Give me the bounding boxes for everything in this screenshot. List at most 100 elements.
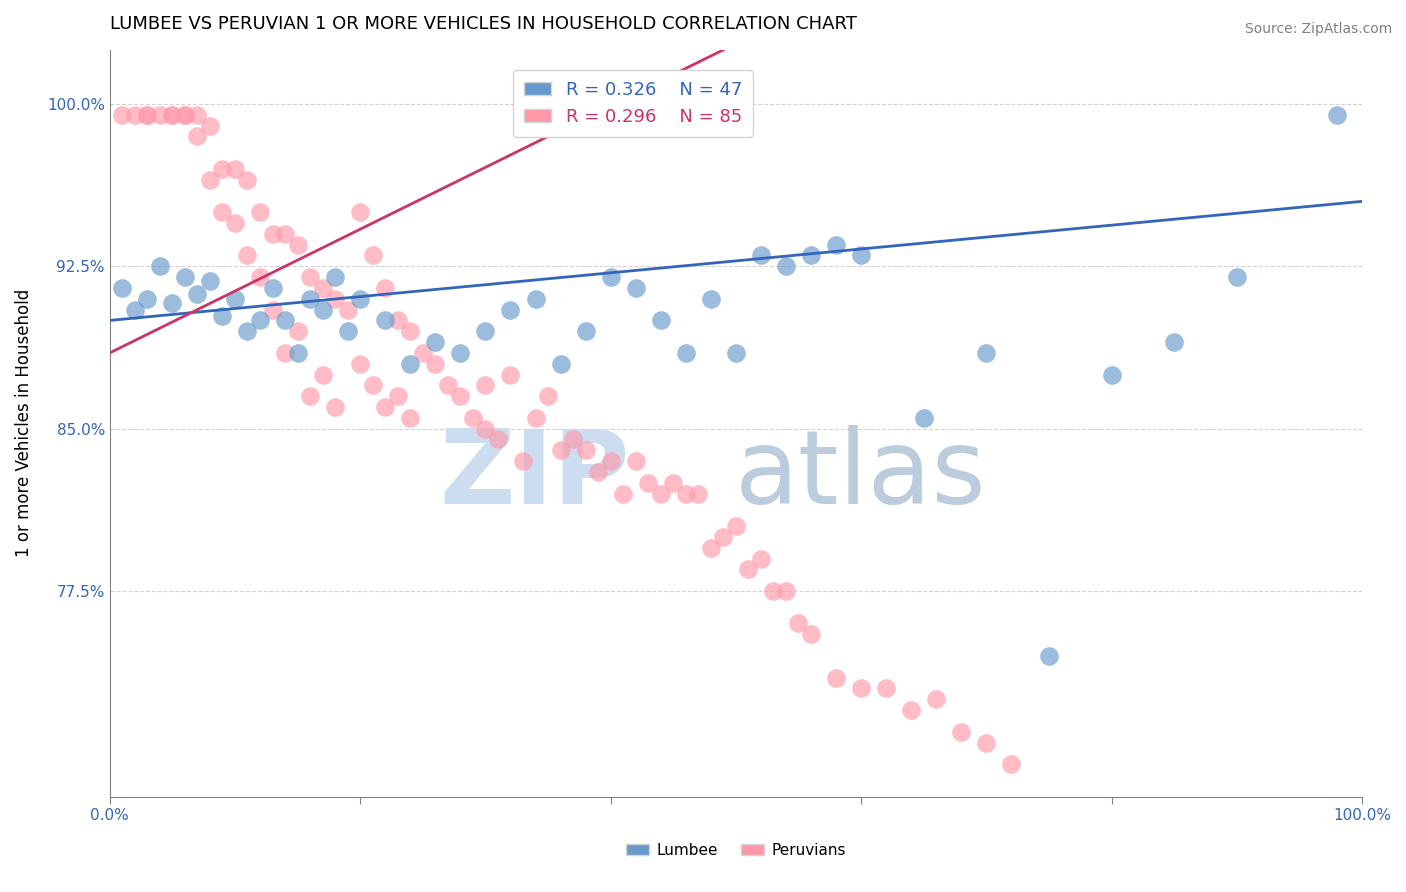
Point bbox=[149, 260, 172, 274]
Point bbox=[361, 248, 384, 262]
Point bbox=[550, 357, 572, 371]
Point bbox=[173, 108, 195, 122]
Point bbox=[599, 454, 621, 468]
Point bbox=[211, 309, 233, 323]
Point bbox=[612, 486, 634, 500]
Point bbox=[274, 227, 297, 241]
Point bbox=[486, 433, 509, 447]
Point bbox=[550, 443, 572, 458]
Point bbox=[361, 378, 384, 392]
Point bbox=[299, 270, 322, 285]
Text: LUMBEE VS PERUVIAN 1 OR MORE VEHICLES IN HOUSEHOLD CORRELATION CHART: LUMBEE VS PERUVIAN 1 OR MORE VEHICLES IN… bbox=[110, 15, 856, 33]
Point bbox=[524, 410, 547, 425]
Point bbox=[224, 292, 246, 306]
Point bbox=[825, 237, 848, 252]
Point bbox=[562, 433, 585, 447]
Point bbox=[575, 324, 598, 338]
Point bbox=[323, 400, 346, 414]
Point bbox=[173, 108, 195, 122]
Point bbox=[249, 205, 271, 219]
Point bbox=[675, 346, 697, 360]
Point bbox=[186, 129, 208, 144]
Point bbox=[224, 161, 246, 176]
Point bbox=[173, 270, 195, 285]
Point bbox=[311, 302, 333, 317]
Point bbox=[499, 302, 522, 317]
Point bbox=[262, 302, 284, 317]
Point bbox=[211, 205, 233, 219]
Point bbox=[737, 562, 759, 576]
Point bbox=[149, 108, 172, 122]
Point bbox=[749, 248, 772, 262]
Point bbox=[186, 287, 208, 301]
Point bbox=[198, 275, 221, 289]
Point bbox=[575, 443, 598, 458]
Point bbox=[374, 281, 396, 295]
Point bbox=[474, 378, 496, 392]
Point bbox=[412, 346, 434, 360]
Point bbox=[287, 324, 309, 338]
Point bbox=[198, 172, 221, 186]
Text: Source: ZipAtlas.com: Source: ZipAtlas.com bbox=[1244, 22, 1392, 37]
Point bbox=[849, 248, 872, 262]
Point bbox=[399, 324, 422, 338]
Point bbox=[136, 108, 159, 122]
Point bbox=[336, 324, 359, 338]
Point bbox=[311, 368, 333, 382]
Point bbox=[136, 108, 159, 122]
Point bbox=[399, 357, 422, 371]
Point bbox=[323, 270, 346, 285]
Point bbox=[336, 302, 359, 317]
Point bbox=[1000, 757, 1022, 772]
Legend: R = 0.326    N = 47, R = 0.296    N = 85: R = 0.326 N = 47, R = 0.296 N = 85 bbox=[513, 70, 752, 136]
Point bbox=[349, 357, 371, 371]
Point bbox=[524, 292, 547, 306]
Point bbox=[299, 389, 322, 403]
Point bbox=[512, 454, 534, 468]
Point bbox=[1326, 108, 1348, 122]
Point bbox=[437, 378, 460, 392]
Point bbox=[461, 410, 484, 425]
Point bbox=[262, 227, 284, 241]
Point bbox=[287, 346, 309, 360]
Point bbox=[299, 292, 322, 306]
Point bbox=[900, 703, 922, 717]
Point bbox=[374, 400, 396, 414]
Point bbox=[624, 454, 647, 468]
Point bbox=[624, 281, 647, 295]
Point bbox=[374, 313, 396, 327]
Point bbox=[474, 324, 496, 338]
Point bbox=[800, 627, 823, 641]
Point bbox=[662, 475, 685, 490]
Text: atlas: atlas bbox=[735, 425, 987, 526]
Point bbox=[236, 248, 259, 262]
Point bbox=[875, 681, 897, 696]
Point bbox=[724, 346, 747, 360]
Point bbox=[111, 108, 134, 122]
Point bbox=[976, 735, 998, 749]
Point bbox=[425, 357, 447, 371]
Point bbox=[599, 270, 621, 285]
Point bbox=[849, 681, 872, 696]
Point bbox=[387, 313, 409, 327]
Point bbox=[499, 368, 522, 382]
Point bbox=[787, 616, 810, 631]
Point bbox=[274, 346, 297, 360]
Point bbox=[136, 292, 159, 306]
Point bbox=[449, 389, 471, 403]
Point bbox=[1163, 334, 1185, 349]
Point bbox=[387, 389, 409, 403]
Point bbox=[111, 281, 134, 295]
Point bbox=[800, 248, 823, 262]
Point bbox=[349, 292, 371, 306]
Point bbox=[1038, 648, 1060, 663]
Point bbox=[1226, 270, 1249, 285]
Point bbox=[124, 108, 146, 122]
Point bbox=[211, 161, 233, 176]
Point bbox=[650, 313, 672, 327]
Point bbox=[249, 313, 271, 327]
Point bbox=[775, 584, 797, 599]
Text: ZIP: ZIP bbox=[439, 425, 630, 526]
Point bbox=[249, 270, 271, 285]
Point bbox=[700, 292, 723, 306]
